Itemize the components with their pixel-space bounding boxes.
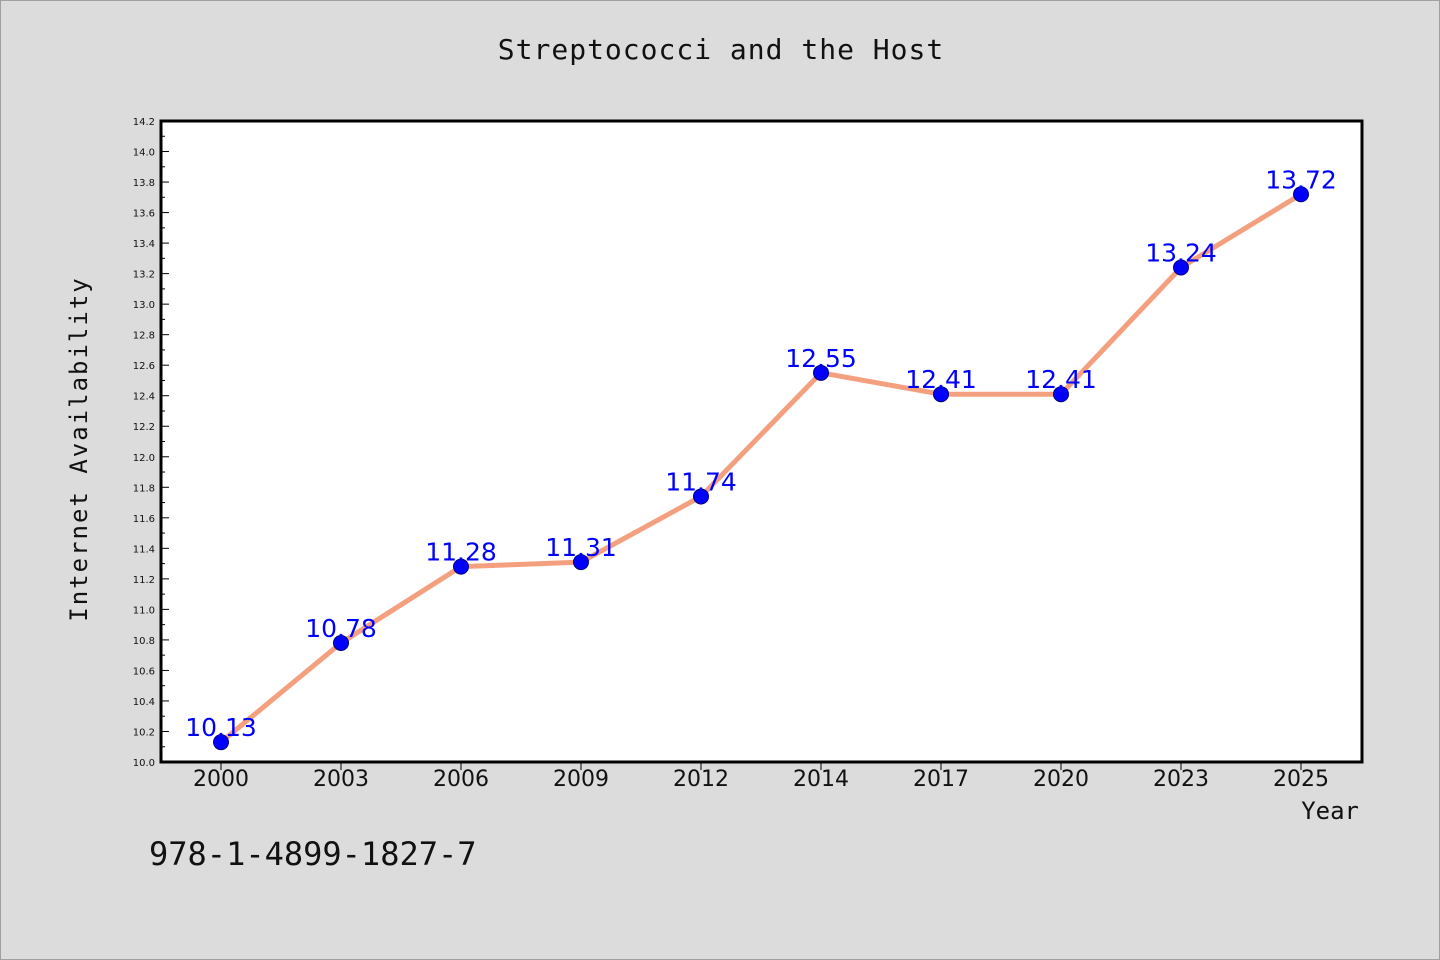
data-point [333,634,349,651]
y-axis: 10.0 10.2 10.4 10.6 10.8 11.0 11.2 11.4 11.6 11.8… [133,117,169,769]
y-tick-label: 13.6 [133,209,155,220]
x-tick-label: 2014 [793,767,849,792]
data-label: 13.72 [1265,165,1337,194]
data-point [813,364,829,381]
data-label: 11.74 [665,467,737,496]
series-line [218,191,1304,745]
x-tick-label: 2017 [913,767,969,792]
y-tick-label: 13.2 [133,270,155,281]
y-tick-label: 13.4 [133,239,155,250]
data-label: 12.41 [905,365,977,394]
series-group [213,186,1309,751]
data-point [933,386,949,403]
y-tick-label: 10.6 [133,666,155,677]
x-tick-label: 2023 [1153,767,1209,792]
data-point [693,488,709,505]
y-tick-label: 11.8 [133,483,155,494]
y-tick-label: 10.8 [133,636,155,647]
y-tick-label: 14.0 [133,148,155,159]
data-point [1053,386,1069,403]
chart-title: Streptococci and the Host [497,33,945,66]
x-tick-label: 2020 [1033,767,1089,792]
x-axis-label: Year [1301,797,1359,825]
data-labels-group: 10.13 10.78 11.28 11.31 11.74 12.55 12.41 12.41… [185,165,1337,742]
data-label: 13.24 [1145,239,1217,268]
plot-area [159,119,1364,764]
x-tick-label: 2012 [673,767,729,792]
data-label: 10.78 [305,614,377,643]
y-tick-label: 12.2 [133,422,155,433]
y-tick-label: 10.2 [133,727,155,738]
x-tick-label: 2006 [433,767,489,792]
data-label: 11.31 [545,533,617,562]
data-label: 12.41 [1025,365,1097,394]
y-tick-label: 11.4 [133,544,155,555]
y-tick-label: 14.2 [133,117,155,128]
y-tick-label: 12.8 [133,331,155,342]
y-tick-label: 13.0 [133,300,155,311]
data-label: 10.13 [185,713,257,742]
y-tick-label: 10.0 [133,758,155,769]
y-tick-label: 10.4 [133,697,155,708]
x-tick-label: 2000 [193,767,249,792]
y-tick-label: 11.0 [133,605,155,616]
data-point [1293,186,1309,203]
data-point [1173,259,1189,276]
y-tick-label: 12.4 [133,392,155,403]
y-tick-label: 12.0 [133,453,155,464]
data-point [573,554,589,571]
y-tick-label: 12.6 [133,361,155,372]
y-tick-label: 13.8 [133,178,155,189]
data-label: 12.55 [785,344,857,373]
y-tick-label: 11.6 [133,514,155,525]
data-label: 11.28 [425,538,497,567]
y-tick-label: 11.2 [133,575,155,586]
x-tick-label: 2003 [313,767,369,792]
x-tick-label: 2025 [1273,767,1329,792]
x-axis: 2000 2003 2006 2009 2012 2014 2017 2020 2023 2025 [193,762,1329,792]
data-point [453,558,469,575]
data-point [213,734,229,751]
isbn-annotation: 978-1-4899-1827-7 [149,835,477,873]
x-tick-label: 2009 [553,767,609,792]
